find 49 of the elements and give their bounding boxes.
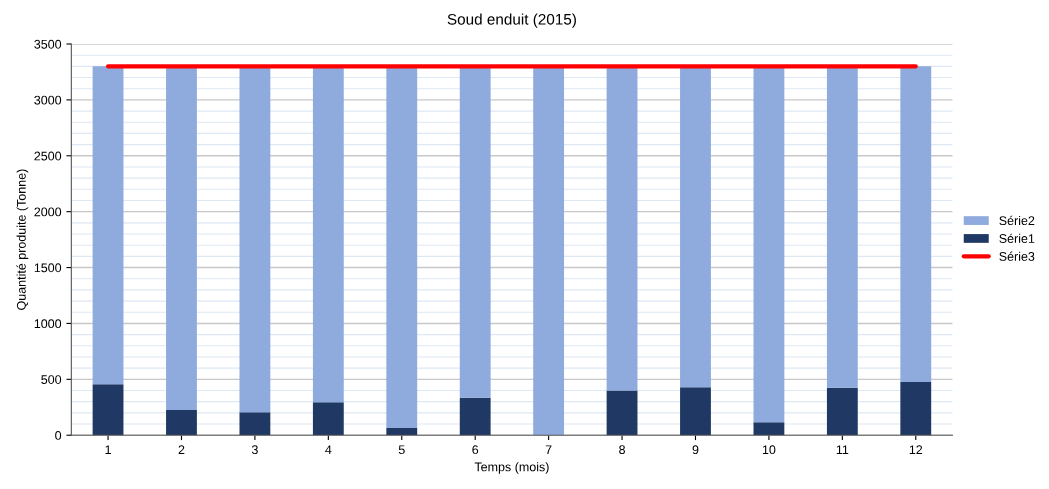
bar [312, 402, 344, 436]
legend-label: Série1 [999, 233, 1035, 243]
y-tick-label: 3500 [34, 39, 62, 49]
x-tick-label: 3 [251, 445, 258, 455]
bar [680, 387, 711, 436]
y-tick-label: 2500 [34, 151, 62, 161]
bar [680, 66, 711, 388]
y-tick-label: 0 [55, 431, 62, 440]
bar [386, 427, 418, 436]
bar [459, 397, 491, 436]
x-tick-label: 7 [545, 445, 552, 454]
bar [753, 66, 785, 423]
x-tick-label: 1 [105, 445, 111, 454]
bar [826, 387, 858, 436]
x-tick-label: 9 [692, 445, 699, 455]
legend-label: Série2 [999, 215, 1035, 226]
bar [239, 66, 271, 413]
bar [239, 412, 271, 436]
bar [900, 382, 932, 436]
y-tick-label: 3000 [34, 95, 62, 105]
bar [92, 384, 124, 436]
bar [166, 410, 197, 436]
legend-label: Série3 [999, 251, 1035, 261]
y-tick-label: 500 [41, 375, 62, 384]
y-tick-label: 1000 [34, 319, 62, 329]
x-tick-label: 12 [909, 445, 923, 454]
y-tick-label: 2000 [34, 207, 62, 217]
x-tick-label: 11 [836, 445, 849, 454]
x-axis-title: Temps (mois) [474, 462, 549, 474]
x-tick-label: 10 [762, 445, 776, 455]
bar [312, 66, 344, 403]
x-tick-label: 6 [472, 445, 479, 455]
x-tick-label: 4 [325, 445, 332, 454]
bar [166, 66, 197, 411]
bar [92, 66, 124, 385]
x-tick-label: 5 [398, 445, 405, 455]
bar [459, 66, 491, 398]
bar [533, 66, 565, 436]
bar [606, 66, 638, 391]
bar [386, 66, 418, 428]
x-tick-label: 2 [178, 445, 185, 454]
bar [900, 66, 932, 383]
y-tick-label: 1500 [34, 263, 62, 273]
x-tick-label: 8 [619, 445, 625, 455]
chart-title: Soud enduit (2015) [447, 13, 576, 28]
bar [753, 422, 785, 436]
bar [826, 66, 858, 388]
bar [606, 390, 638, 436]
y-axis-title: Quantité produite (Tonne) [16, 169, 29, 310]
